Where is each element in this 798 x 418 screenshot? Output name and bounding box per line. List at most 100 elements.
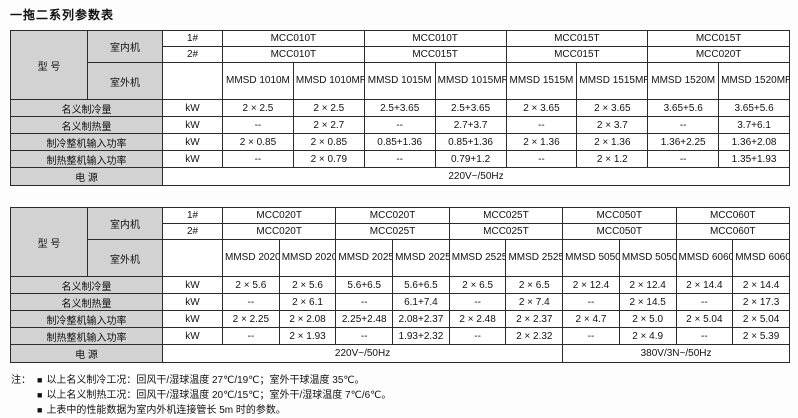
param-value-cell: 2 × 5.04 (675, 310, 734, 328)
indoor-model-cell: MCC025T (335, 223, 450, 240)
param-value-cell: 2 × 4.9 (618, 327, 677, 345)
outdoor-unit-spacer-cell (162, 62, 223, 100)
param-label-cell: 制热整机输入功率 (10, 150, 163, 168)
param-value-cell: 2 × 4.7 (562, 310, 620, 328)
param-value-cell: -- (222, 116, 294, 134)
indoor-model-cell: MCC050T (562, 207, 677, 224)
param-value-cell: 2 × 2.25 (222, 310, 280, 328)
power-label-cell: 电 源 (10, 167, 163, 186)
indoor-row-1-label: 1# (162, 207, 223, 224)
outdoor-model-cell: MMSD 1520M (647, 62, 720, 100)
param-label-cell: 制冷整机输入功率 (10, 310, 163, 328)
param-value-cell: 2.25+2.48 (335, 310, 394, 328)
param-value-cell: 2 × 0.85 (292, 133, 365, 151)
param-value-cell: 2 × 1.36 (505, 133, 578, 151)
page-title: 一拖二系列参数表 (10, 8, 115, 22)
indoor-unit-label: 室内机 (87, 30, 163, 63)
param-value-cell: -- (222, 293, 280, 311)
indoor-model-cell: MCC015T (647, 30, 790, 47)
param-label-cell: 制热整机输入功率 (10, 327, 163, 345)
indoor-model-cell: MCC020T (221, 223, 337, 240)
note-line: ■ 上表中的性能数据为室内外机连接管长 5m 时的参数。 (37, 403, 790, 418)
spec-table-2-container: 型 号室内机 1# MCC020T MCC020T MCC025T MCC050T MCC0… (10, 207, 790, 363)
outdoor-model-cell: MMSD 2020M (222, 239, 280, 277)
param-value-cell: 2.5+3.65 (363, 99, 436, 117)
param-value-cell: 0.85+1.36 (363, 133, 436, 151)
outdoor-model-cell: MMSD 5050T (562, 239, 620, 277)
param-value-cell: 3.65+5.6 (718, 99, 790, 117)
spec-table-2: 型 号室内机 1# MCC020T MCC020T MCC025T MCC050T MCC0… (10, 207, 790, 363)
param-value-cell: -- (647, 150, 720, 168)
param-value-cell: 2 × 5.6 (222, 276, 280, 294)
outdoor-model-cell: MMSD 1010M (222, 62, 294, 100)
param-label-cell: 名义制冷量 (10, 99, 163, 117)
outdoor-unit-label: 室外机 (87, 239, 163, 277)
param-value-cell: -- (505, 150, 578, 168)
notes-prefix: 注： (11, 375, 31, 386)
param-value-cell: 2 × 5.04 (732, 310, 790, 328)
param-value-cell: 2.5+3.65 (434, 99, 507, 117)
param-value-cell: -- (647, 116, 720, 134)
note-line: ■ 以上名义制冷工况：回风干/湿球温度 27℃/19℃；室外干球温度 35℃。 (37, 373, 790, 388)
indoor-model-cell: MCC050T (562, 223, 677, 240)
outdoor-model-cell: MMSD 1520MR (718, 62, 790, 100)
param-value-cell: 2 × 17.3 (732, 293, 790, 311)
param-unit-cell: kW (162, 327, 223, 345)
param-value-cell: -- (675, 293, 734, 311)
outdoor-model-cell: MMSD 1515MR (576, 62, 649, 100)
note-line: ■ 以上名义制热工况：回风干/湿球温度 20℃/15℃；室外干/湿球温度 7℃/6… (37, 388, 790, 403)
param-value-cell: 2 × 6.1 (278, 293, 337, 311)
outdoor-model-cell: MMSD 2525MR (505, 239, 564, 277)
param-value-cell: 2 × 14.4 (732, 276, 790, 294)
param-value-cell: 2 × 14.5 (618, 293, 677, 311)
power-value-cell: 220V~/50Hz (162, 167, 790, 186)
param-value-cell: 2 × 14.4 (675, 276, 734, 294)
param-value-cell: 2 × 2.5 (292, 99, 365, 117)
param-value-cell: -- (448, 327, 507, 345)
indoor-model-cell: MCC020T (221, 207, 337, 224)
param-value-cell: -- (335, 293, 394, 311)
param-unit-cell: kW (162, 150, 223, 168)
note-text: 上表中的性能数据为室内外机连接管长 5m 时的参数。 (46, 405, 286, 416)
param-unit-cell: kW (162, 276, 223, 294)
param-value-cell: -- (335, 327, 394, 345)
indoor-model-cell: MCC015T (505, 30, 649, 47)
bullet-square-icon: ■ (37, 405, 43, 415)
param-unit-cell: kW (162, 116, 223, 134)
param-value-cell: 2 × 6.5 (448, 276, 507, 294)
indoor-model-cell: MCC060T (675, 207, 790, 224)
param-value-cell: 2 × 2.48 (448, 310, 507, 328)
outdoor-model-cell: MMSD 2525M (448, 239, 507, 277)
spec-table-1-container: 型 号室内机 1# MCC010T MCC010T MCC015T MCC015T 2# MC… (10, 30, 790, 186)
param-value-cell: -- (562, 327, 620, 345)
param-value-cell: -- (505, 116, 578, 134)
indoor-row-2-label: 2# (162, 46, 223, 63)
indoor-model-cell: MCC010T (363, 30, 507, 47)
spec-table-1: 型 号室内机 1# MCC010T MCC010T MCC015T MCC015T 2# MC… (10, 30, 790, 186)
param-value-cell: 5.6+6.5 (392, 276, 450, 294)
param-label-cell: 名义制热量 (10, 116, 163, 134)
param-label-cell: 名义制热量 (10, 293, 163, 311)
indoor-model-cell: MCC015T (505, 46, 649, 63)
param-value-cell: 2 × 3.7 (576, 116, 649, 134)
param-value-cell: 1.36+2.08 (718, 133, 790, 151)
outdoor-model-cell: MMSD 1010MR (292, 62, 365, 100)
param-value-cell: 2 × 1.2 (576, 150, 649, 168)
param-value-cell: 2 × 3.65 (576, 99, 649, 117)
power-value-cell: 380V/3N~/50Hz (562, 344, 790, 363)
outdoor-unit-spacer-cell (162, 239, 223, 277)
param-unit-cell: kW (162, 293, 223, 311)
param-value-cell: 2 × 2.32 (505, 327, 564, 345)
outdoor-model-cell: MMSD 6060T (675, 239, 734, 277)
param-value-cell: 2 × 5.6 (278, 276, 337, 294)
outdoor-model-cell: MMSD 2020MR (278, 239, 337, 277)
param-value-cell: 2.7+3.7 (434, 116, 507, 134)
param-value-cell: -- (363, 116, 436, 134)
param-value-cell: 2 × 1.36 (576, 133, 649, 151)
param-value-cell: 1.36+2.25 (647, 133, 720, 151)
param-value-cell: 2 × 6.5 (505, 276, 564, 294)
param-value-cell: -- (222, 150, 294, 168)
note-text: 以上名义制热工况：回风干/湿球温度 20℃/15℃；室外干/湿球温度 7℃/6℃… (46, 390, 392, 401)
model-header-cell: 型 号 (10, 207, 88, 277)
